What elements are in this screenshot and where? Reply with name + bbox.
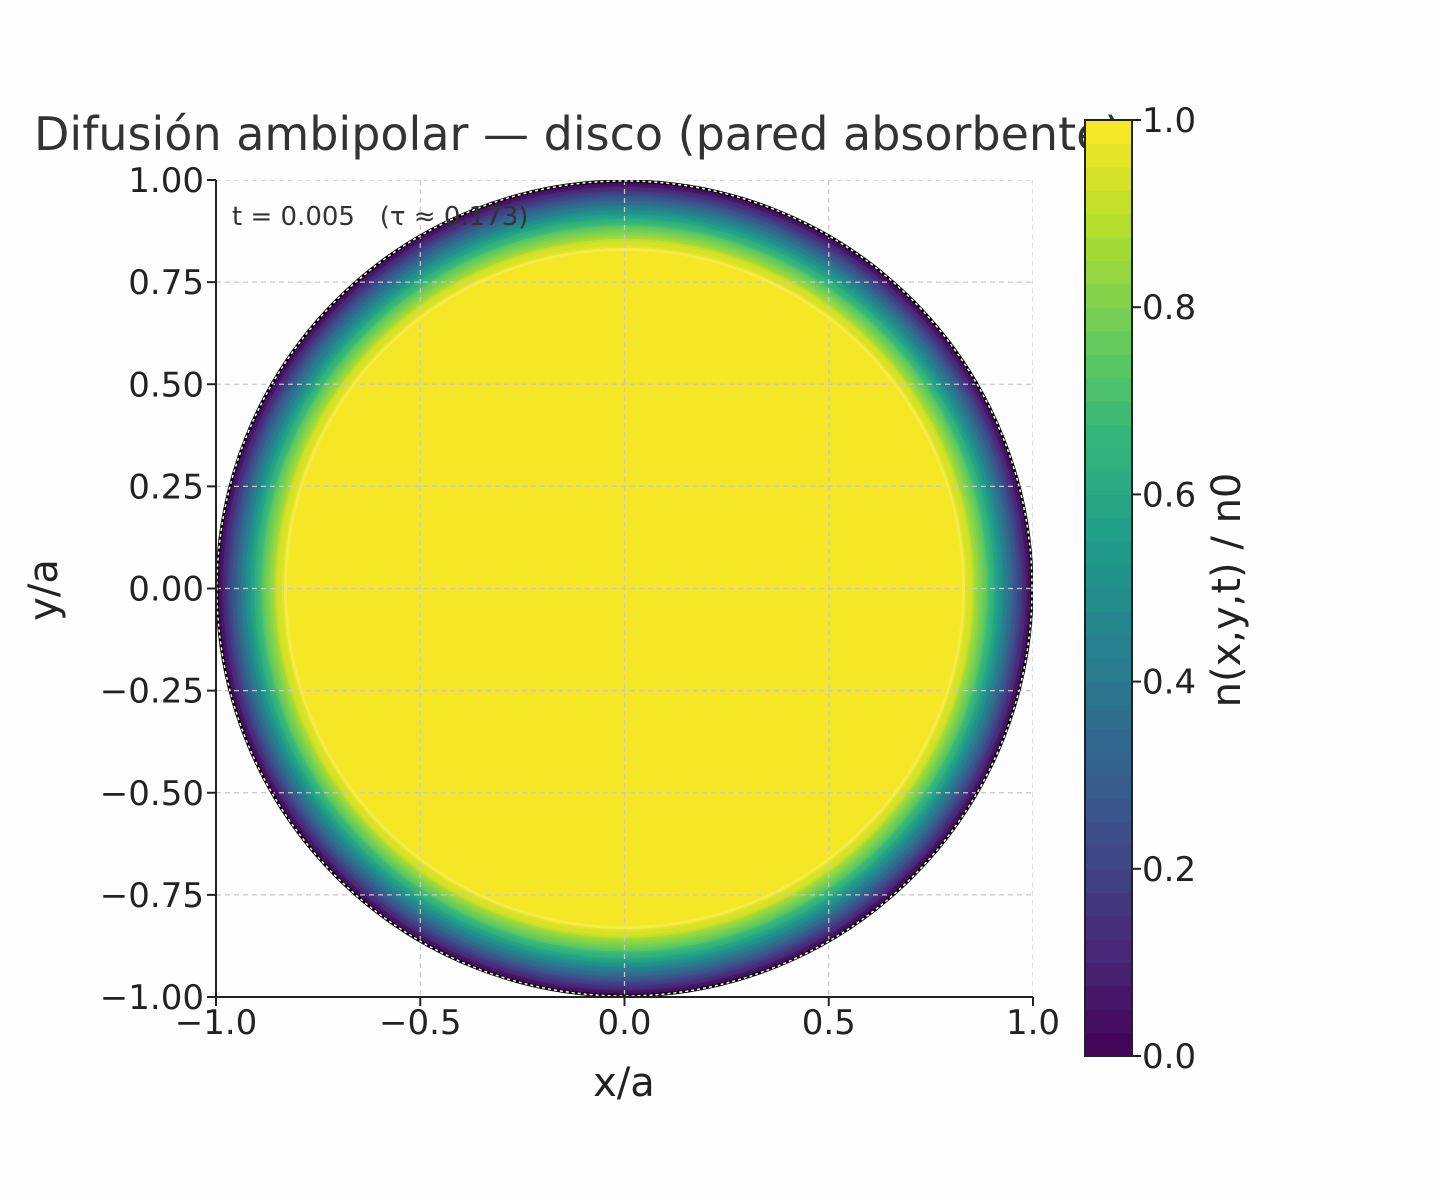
time-annotation: t = 0.005 (τ ≈ 0.173) <box>232 202 528 232</box>
x-tick-label: 0.5 <box>802 1003 856 1043</box>
y-tick-label: 0.75 <box>128 263 204 303</box>
x-tick-label: 1.0 <box>1006 1003 1060 1043</box>
colorbar-band <box>1085 541 1132 566</box>
colorbar-band <box>1085 681 1132 706</box>
colorbar-band <box>1085 424 1132 449</box>
y-tick-label: 1.00 <box>128 161 204 201</box>
y-tick-label: −1.00 <box>100 978 204 1018</box>
colorbar-band <box>1085 166 1132 191</box>
colorbar-band <box>1085 1009 1132 1034</box>
colorbar-band <box>1085 751 1132 776</box>
colorbar-band <box>1085 213 1132 238</box>
colorbar-band <box>1085 237 1132 261</box>
y-axis-label: y/a <box>21 559 67 621</box>
colorbar-band <box>1085 400 1132 425</box>
colorbar-tick-label: 0.0 <box>1142 1037 1196 1077</box>
x-axis-label: x/a <box>593 1060 655 1106</box>
y-tick-label: −0.50 <box>100 774 204 814</box>
colorbar-band <box>1085 611 1132 636</box>
colorbar-band <box>1085 658 1132 683</box>
colorbar-band <box>1085 798 1132 823</box>
chart-title: Difusión ambipolar — disco (pared absorb… <box>34 107 1122 161</box>
colorbar-band <box>1085 915 1132 940</box>
colorbar-tick-label: 0.4 <box>1142 663 1196 703</box>
colorbar-band <box>1085 705 1132 729</box>
plot-area <box>216 180 1033 997</box>
colorbar-band <box>1085 377 1132 402</box>
y-ticks: 1.00 0.75 0.50 0.25 0.00 −0.25 −0.50 −0.75 −1.00 <box>100 161 216 1018</box>
y-tick-label: 0.50 <box>128 365 204 405</box>
y-tick-label: −0.75 <box>100 876 204 916</box>
colorbar-band <box>1085 892 1132 917</box>
colorbar-band <box>1085 1032 1132 1057</box>
y-tick-label: −0.25 <box>100 672 204 712</box>
colorbar-band <box>1085 822 1132 846</box>
colorbar-tick-label: 1.0 <box>1142 101 1196 141</box>
colorbar: 0.0 0.2 0.4 0.6 0.8 1.0 n(x,y,t) / n0 <box>1084 101 1250 1077</box>
colorbar-band <box>1085 588 1132 612</box>
colorbar-band <box>1085 939 1132 963</box>
y-tick-label: 0.25 <box>128 467 204 507</box>
colorbar-bands <box>1085 120 1132 1057</box>
colorbar-band <box>1085 494 1132 519</box>
colorbar-band <box>1085 190 1132 215</box>
y-tick-label: 0.00 <box>128 570 204 610</box>
axes: −1.0 −0.5 0.0 0.5 1.0 1.00 0.75 0.50 0.25 0.00 −0… <box>100 161 1060 1043</box>
colorbar-band <box>1085 471 1132 495</box>
colorbar-band <box>1085 260 1132 285</box>
colorbar-band <box>1085 634 1132 659</box>
colorbar-band <box>1085 307 1132 332</box>
colorbar-band <box>1085 775 1132 800</box>
colorbar-band <box>1085 354 1132 378</box>
colorbar-band <box>1085 564 1132 589</box>
colorbar-band <box>1085 728 1132 753</box>
x-ticks: −1.0 −0.5 0.0 0.5 1.0 <box>175 997 1060 1043</box>
colorbar-band <box>1085 517 1132 542</box>
colorbar-band <box>1085 447 1132 472</box>
colorbar-band <box>1085 143 1132 168</box>
x-tick-label: −1.0 <box>175 1003 258 1043</box>
x-tick-label: −0.5 <box>379 1003 462 1043</box>
colorbar-band <box>1085 283 1132 308</box>
colorbar-label: n(x,y,t) / n0 <box>1204 473 1250 708</box>
colorbar-frame <box>1084 119 1133 1057</box>
colorbar-band <box>1085 985 1132 1010</box>
x-tick-label: 0.0 <box>597 1003 651 1043</box>
colorbar-tick-label: 0.6 <box>1142 475 1196 515</box>
colorbar-band <box>1085 868 1132 893</box>
colorbar-ticks: 0.0 0.2 0.4 0.6 0.8 1.0 <box>1132 101 1196 1077</box>
colorbar-tick-label: 0.2 <box>1142 850 1196 890</box>
colorbar-band <box>1085 962 1132 987</box>
colorbar-band <box>1085 120 1132 144</box>
colorbar-band <box>1085 330 1132 355</box>
colorbar-band <box>1085 845 1132 870</box>
colorbar-tick-label: 0.8 <box>1142 288 1196 328</box>
contour-line <box>283 247 966 930</box>
